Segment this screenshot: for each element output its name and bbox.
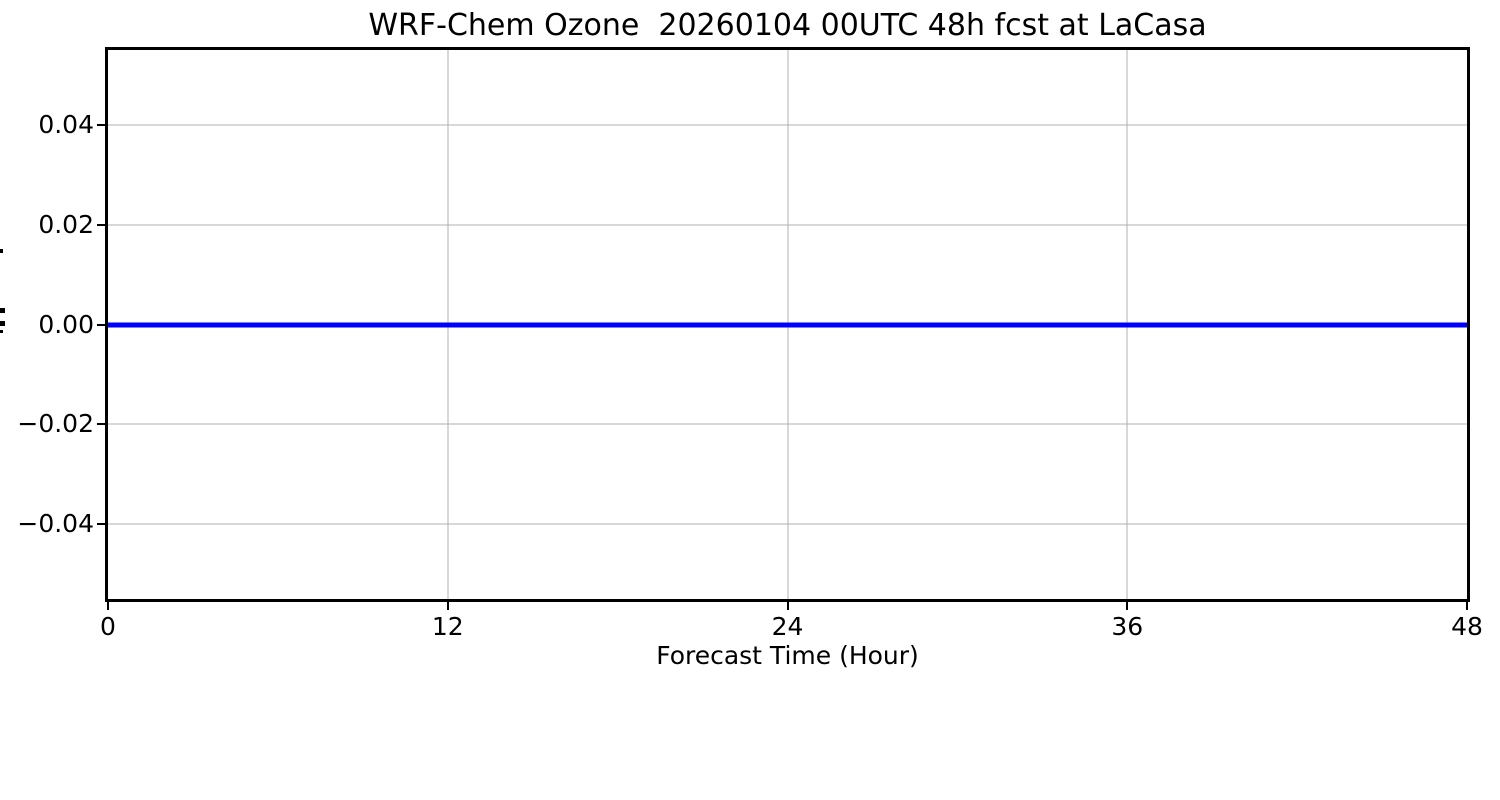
x-tick-mark xyxy=(1126,599,1129,610)
y-tick-label: −0.02 xyxy=(17,409,94,439)
y-tick-label: −0.04 xyxy=(17,509,94,539)
y-tick-mark xyxy=(97,423,108,426)
plot-area: 0 12 24 36 48 0.04 0.02 0.00 −0.02 −0.04 xyxy=(17,47,1483,641)
y-tick-label: 0.00 xyxy=(38,309,94,339)
y-axis-label-fragment xyxy=(0,249,3,253)
y-tick-label: 0.02 xyxy=(38,209,94,239)
x-tick-mark xyxy=(786,599,789,610)
x-tick-label: 48 xyxy=(1451,612,1483,641)
y-tick-label: 0.04 xyxy=(38,109,94,139)
x-tick-label: 24 xyxy=(771,612,804,641)
y-tick-mark xyxy=(97,223,108,226)
y-tick-mark xyxy=(97,323,108,326)
x-tick-label: 12 xyxy=(431,612,464,641)
y-axis-label-fragment xyxy=(0,330,3,333)
x-tick-mark xyxy=(446,599,449,610)
x-tick-mark xyxy=(1466,599,1468,610)
x-tick-mark xyxy=(107,599,109,610)
x-tick-label: 0 xyxy=(100,612,116,641)
y-axis-label-fragment xyxy=(0,308,5,313)
y-tick-mark xyxy=(97,123,108,126)
y-tick-mark xyxy=(97,523,108,526)
y-axis-label-fragment xyxy=(0,321,5,326)
chart-title: WRF-Chem Ozone 20260104 00UTC 48h fcst a… xyxy=(368,8,1207,43)
x-tick-label: 36 xyxy=(1111,612,1144,641)
series-line-ozone-forecast xyxy=(108,322,1467,327)
x-axis-label: Forecast Time (Hour) xyxy=(656,641,919,670)
